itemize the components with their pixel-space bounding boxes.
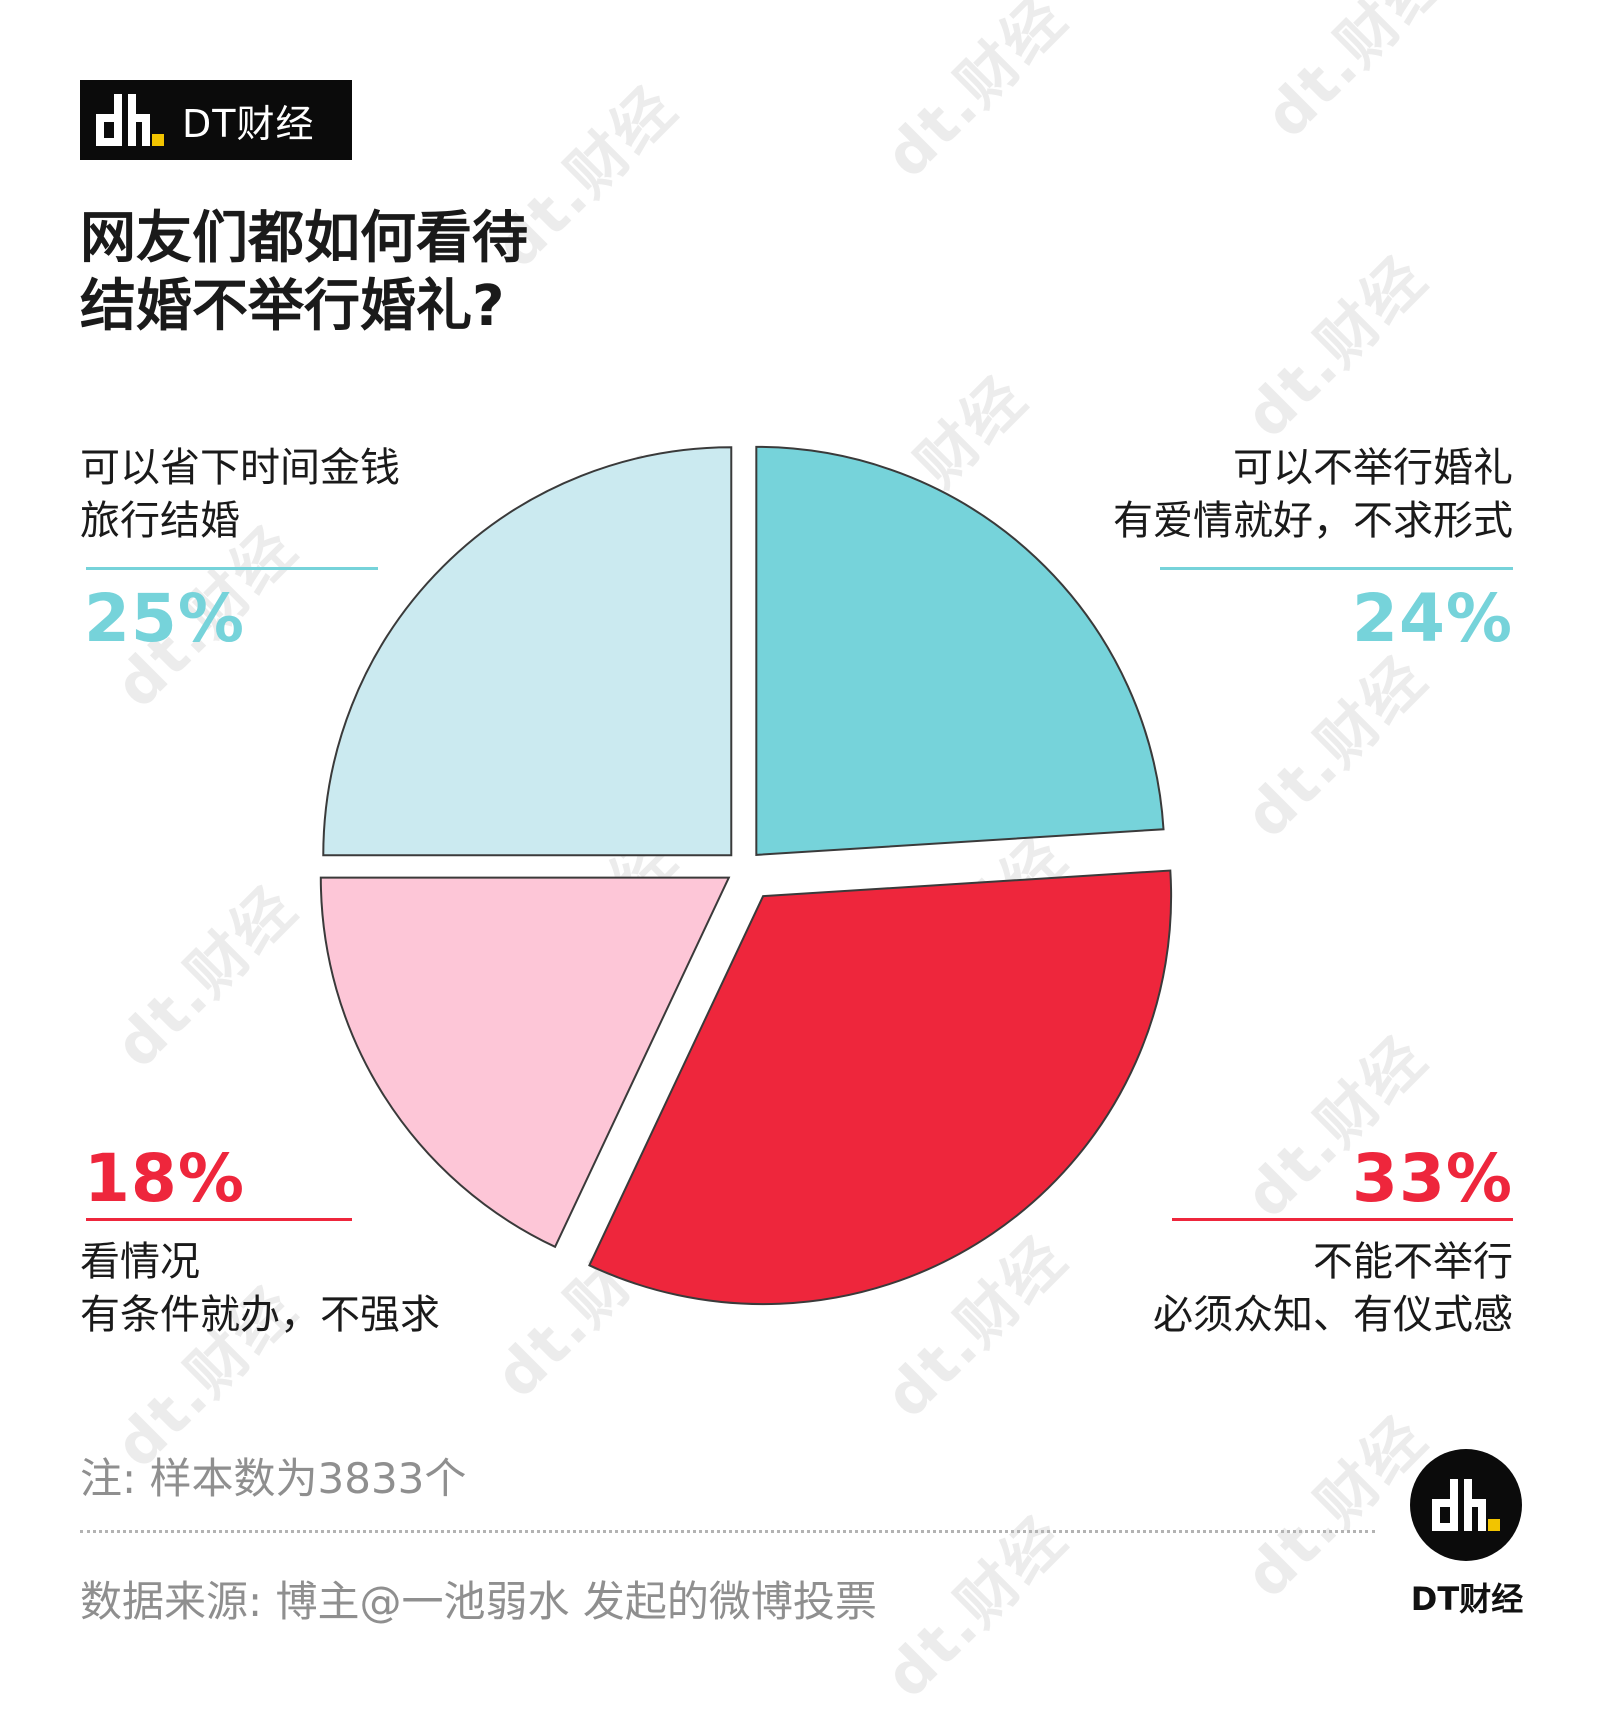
data-source: 数据来源: 博主@一池弱水 发起的微博投票 [80,1577,877,1626]
slice-percent-top-right: 24% [1352,580,1513,657]
footer-divider [80,1530,1375,1533]
pie-slice-bottom-left [319,876,731,1249]
slice-label-no-wedding-ok: 可以不举行婚礼 有爱情就好，不求形式 [1113,442,1513,548]
slice-label-line2: 有爱情就好，不求形式 [1113,498,1513,544]
slice-label-line2: 必须众知、有仪式感 [1153,1292,1513,1338]
slice-rule-top-left [86,567,378,570]
title-line-1: 网友们都如何看待 [80,206,528,271]
slice-percent-bottom-right: 33% [1352,1140,1513,1217]
dt-logo-icon [96,94,164,146]
pie-chart [319,445,1173,1306]
slice-rule-top-right [1160,567,1513,570]
slice-label-travel-wedding: 可以省下时间金钱 旅行结婚 [80,442,400,548]
slice-label-line1: 看情况 [80,1239,200,1285]
brand-badge-text: DT财经 [1410,1580,1524,1618]
slice-label-depends: 看情况 有条件就办，不强求 [80,1236,440,1342]
slice-label-line2: 有条件就办，不强求 [80,1292,440,1338]
dt-logo-icon [1432,1479,1500,1531]
slice-label-line1: 不能不举行 [1313,1239,1513,1285]
pie-slice-top-right [755,445,1165,856]
slice-label-line1: 可以不举行婚礼 [1233,445,1513,491]
page-title: 网友们都如何看待 结婚不举行婚礼? [80,205,528,341]
pie-slice-bottom-right [588,869,1173,1306]
slice-label-line2: 旅行结婚 [80,498,240,544]
slice-percent-bottom-left: 18% [84,1140,245,1217]
sample-note: 注: 样本数为3833个 [80,1454,467,1503]
slice-label-line1: 可以省下时间金钱 [80,445,400,491]
slice-percent-top-left: 25% [84,580,245,657]
slice-rule-bottom-left [86,1218,352,1221]
slice-rule-bottom-right [1172,1218,1513,1221]
slice-label-must-hold: 不能不举行 必须众知、有仪式感 [1153,1236,1513,1342]
brand-badge [1410,1449,1522,1561]
pie-slice-top-left [322,446,733,857]
brand-name: DT财经 [182,101,315,146]
title-line-2: 结婚不举行婚礼? [80,274,505,339]
brand-logo: DT财经 [80,80,352,160]
